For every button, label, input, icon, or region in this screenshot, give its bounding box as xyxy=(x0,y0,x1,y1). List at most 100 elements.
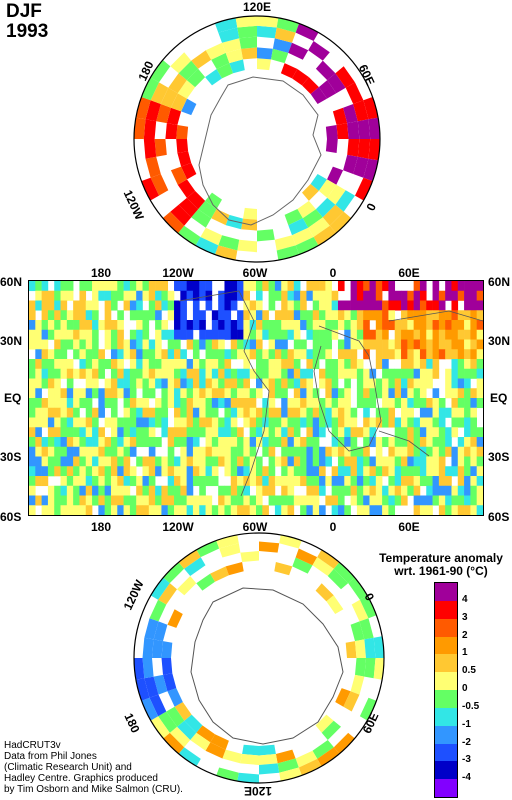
anomaly-cell xyxy=(325,398,332,409)
anomaly-cell xyxy=(129,495,137,506)
anomaly-cell xyxy=(394,466,402,477)
polar-anomaly-cell xyxy=(315,60,336,81)
anomaly-cell xyxy=(167,368,175,379)
anomaly-cell xyxy=(350,427,358,438)
anomaly-cell xyxy=(394,446,402,457)
anomaly-cell xyxy=(110,495,118,506)
anomaly-cell xyxy=(375,456,383,467)
anomaly-cell xyxy=(237,398,244,409)
anomaly-cell xyxy=(464,368,471,379)
anomaly-cell xyxy=(388,339,396,350)
anomaly-cell xyxy=(451,310,459,321)
anomaly-cell xyxy=(325,329,332,340)
anomaly-cell xyxy=(54,281,61,292)
polar-anomaly-cell xyxy=(355,177,374,201)
anomaly-cell xyxy=(262,310,269,321)
anomaly-cell xyxy=(319,417,326,428)
polar-anomaly-cell xyxy=(177,576,197,596)
anomaly-cell xyxy=(199,320,206,331)
anomaly-cell xyxy=(281,378,288,389)
anomaly-cell xyxy=(375,349,383,360)
polar-anomaly-cell xyxy=(297,200,316,219)
anomaly-cell xyxy=(92,368,99,379)
anomaly-cell xyxy=(54,310,61,321)
lat-right-30s: 30S xyxy=(488,450,510,464)
anomaly-cell xyxy=(325,446,332,457)
anomaly-cell xyxy=(35,417,42,428)
anomaly-cell xyxy=(432,495,440,506)
anomaly-cell xyxy=(29,456,36,467)
anomaly-cell xyxy=(199,368,206,379)
polar-anomaly-cell xyxy=(355,639,366,658)
polar-anomaly-cell xyxy=(225,48,243,64)
anomaly-cell xyxy=(344,437,351,448)
anomaly-cell xyxy=(268,476,276,487)
anomaly-cell xyxy=(363,456,370,467)
anomaly-cell xyxy=(205,368,213,379)
anomaly-cell xyxy=(312,456,320,467)
anomaly-cell xyxy=(337,427,345,438)
anomaly-cell xyxy=(312,437,320,448)
anomaly-cell xyxy=(426,339,433,350)
anomaly-cell xyxy=(306,378,314,389)
anomaly-cell xyxy=(281,290,288,301)
anomaly-cell xyxy=(205,339,213,350)
anomaly-cell xyxy=(281,505,288,516)
polar-anomaly-cell xyxy=(215,767,239,783)
anomaly-cell xyxy=(426,359,433,370)
polar-anomaly-cell xyxy=(347,121,360,139)
anomaly-cell xyxy=(54,407,61,418)
polar-anomaly-cell xyxy=(368,117,380,139)
polar-anomaly-cell xyxy=(143,139,157,159)
anomaly-cell xyxy=(470,466,477,477)
anomaly-cell xyxy=(243,329,250,340)
legend-swatch xyxy=(435,779,457,798)
anomaly-cell xyxy=(451,388,459,399)
anomaly-cell xyxy=(243,359,250,370)
anomaly-cell xyxy=(388,446,396,457)
anomaly-cell xyxy=(148,446,156,457)
polar-anomaly-cell xyxy=(315,197,336,218)
anomaly-cell xyxy=(85,495,93,506)
anomaly-cell xyxy=(35,349,42,360)
polar-anomaly-cell xyxy=(169,726,191,748)
anomaly-cell xyxy=(199,359,206,370)
anomaly-cell xyxy=(274,407,282,418)
anomaly-cell xyxy=(243,485,250,496)
anomaly-cell xyxy=(155,329,162,340)
anomaly-cell xyxy=(363,320,370,331)
anomaly-cell xyxy=(110,485,118,496)
anomaly-cell xyxy=(199,378,206,389)
anomaly-cell xyxy=(281,437,288,448)
anomaly-cell xyxy=(98,320,105,331)
anomaly-cell xyxy=(281,476,288,487)
anomaly-cell xyxy=(117,427,124,438)
anomaly-cell xyxy=(54,388,61,399)
anomaly-cell xyxy=(369,281,377,292)
anomaly-cell xyxy=(180,368,187,379)
anomaly-cell xyxy=(224,398,232,409)
anomaly-cell xyxy=(73,417,80,428)
anomaly-cell xyxy=(281,466,288,477)
anomaly-cell xyxy=(293,310,301,321)
anomaly-cell xyxy=(369,417,377,428)
south-polar-grid xyxy=(134,533,384,783)
anomaly-cell xyxy=(54,398,61,409)
anomaly-cell xyxy=(249,417,257,428)
anomaly-cell xyxy=(211,427,219,438)
anomaly-cell xyxy=(142,359,150,370)
anomaly-cell xyxy=(331,427,339,438)
anomaly-cell xyxy=(356,388,364,399)
antarctica-coastline xyxy=(190,587,344,745)
anomaly-cell xyxy=(413,446,421,457)
anomaly-cell xyxy=(230,437,238,448)
legend-tick-label: -4 xyxy=(462,772,471,784)
anomaly-cell xyxy=(205,378,213,389)
anomaly-cell xyxy=(470,339,477,350)
anomaly-cell xyxy=(155,466,162,477)
anomaly-cell xyxy=(123,407,131,418)
anomaly-cell xyxy=(237,446,244,457)
anomaly-cell xyxy=(155,417,162,428)
lon-bottom-60w: 60W xyxy=(242,520,268,534)
anomaly-cell xyxy=(451,495,459,506)
